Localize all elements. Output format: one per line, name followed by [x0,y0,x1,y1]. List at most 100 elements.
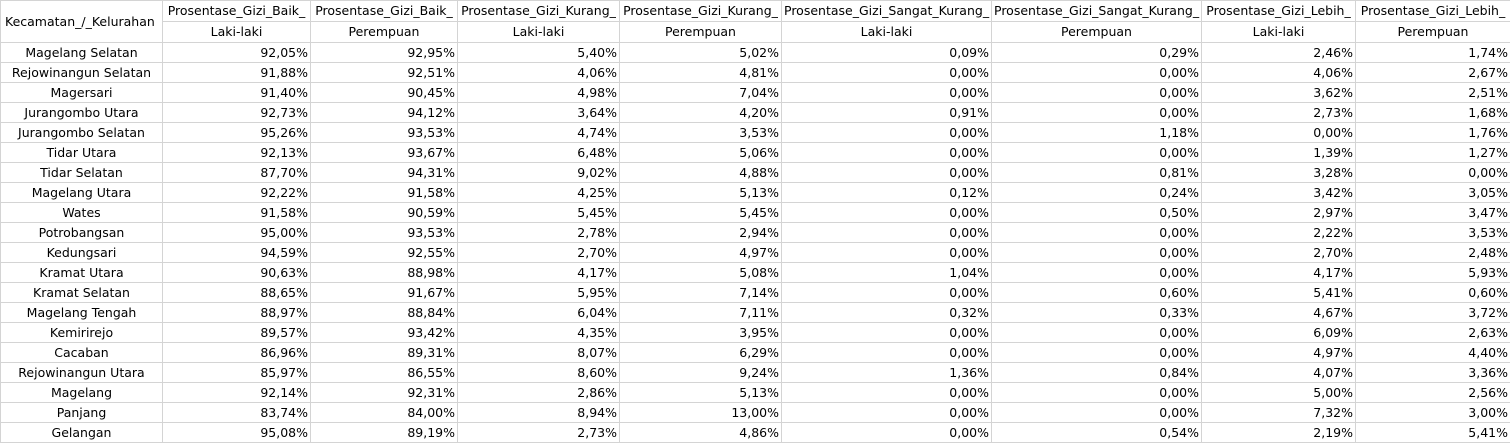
percentage-cell[interactable]: 4,74% [458,123,620,143]
percentage-cell[interactable]: 9,24% [620,363,782,383]
percentage-cell[interactable]: 7,32% [1202,403,1356,423]
percentage-cell[interactable]: 1,68% [1356,103,1510,123]
header-cell[interactable]: Prosentase_Gizi_Kurang_ [620,1,782,22]
percentage-cell[interactable]: 6,09% [1202,323,1356,343]
percentage-cell[interactable]: 3,53% [620,123,782,143]
percentage-cell[interactable]: 93,53% [311,123,458,143]
percentage-cell[interactable]: 1,36% [782,363,992,383]
percentage-cell[interactable]: 0,00% [782,383,992,403]
header-cell-sub[interactable]: Perempuan [311,22,458,43]
percentage-cell[interactable]: 4,97% [1202,343,1356,363]
percentage-cell[interactable]: 83,74% [163,403,311,423]
percentage-cell[interactable]: 91,58% [163,203,311,223]
percentage-cell[interactable]: 0,00% [992,223,1202,243]
percentage-cell[interactable]: 1,04% [782,263,992,283]
header-cell-sub[interactable]: Laki-laki [458,22,620,43]
percentage-cell[interactable]: 0,00% [782,63,992,83]
percentage-cell[interactable]: 95,26% [163,123,311,143]
percentage-cell[interactable]: 5,02% [620,43,782,63]
percentage-cell[interactable]: 9,02% [458,163,620,183]
header-cell[interactable]: Prosentase_Gizi_Lebih_ [1356,1,1510,22]
percentage-cell[interactable]: 92,31% [311,383,458,403]
percentage-cell[interactable]: 94,31% [311,163,458,183]
percentage-cell[interactable]: 0,60% [992,283,1202,303]
percentage-cell[interactable]: 89,31% [311,343,458,363]
kelurahan-cell[interactable]: Rejowinangun Utara [1,363,163,383]
percentage-cell[interactable]: 0,00% [1356,163,1510,183]
kelurahan-cell[interactable]: Cacaban [1,343,163,363]
percentage-cell[interactable]: 4,35% [458,323,620,343]
percentage-cell[interactable]: 92,95% [311,43,458,63]
percentage-cell[interactable]: 5,41% [1356,423,1510,443]
percentage-cell[interactable]: 3,95% [620,323,782,343]
percentage-cell[interactable]: 7,14% [620,283,782,303]
percentage-cell[interactable]: 5,95% [458,283,620,303]
percentage-cell[interactable]: 0,00% [992,343,1202,363]
header-cell[interactable]: Prosentase_Gizi_Baik_ [311,1,458,22]
percentage-cell[interactable]: 5,41% [1202,283,1356,303]
percentage-cell[interactable]: 2,86% [458,383,620,403]
percentage-cell[interactable]: 0,12% [782,183,992,203]
percentage-cell[interactable]: 1,18% [992,123,1202,143]
kelurahan-cell[interactable]: Kemirirejo [1,323,163,343]
percentage-cell[interactable]: 7,04% [620,83,782,103]
percentage-cell[interactable]: 1,27% [1356,143,1510,163]
percentage-cell[interactable]: 87,70% [163,163,311,183]
percentage-cell[interactable]: 92,51% [311,63,458,83]
percentage-cell[interactable]: 2,73% [458,423,620,443]
percentage-cell[interactable]: 2,67% [1356,63,1510,83]
kelurahan-cell[interactable]: Magelang Selatan [1,43,163,63]
percentage-cell[interactable]: 3,53% [1356,223,1510,243]
percentage-cell[interactable]: 2,48% [1356,243,1510,263]
kelurahan-cell[interactable]: Wates [1,203,163,223]
header-cell-sub[interactable]: Laki-laki [782,22,992,43]
percentage-cell[interactable]: 0,00% [782,83,992,103]
percentage-cell[interactable]: 0,00% [992,63,1202,83]
percentage-cell[interactable]: 2,19% [1202,423,1356,443]
percentage-cell[interactable]: 4,17% [1202,263,1356,283]
percentage-cell[interactable]: 2,78% [458,223,620,243]
percentage-cell[interactable]: 90,59% [311,203,458,223]
percentage-cell[interactable]: 89,19% [311,423,458,443]
header-cell-sub[interactable]: Laki-laki [163,22,311,43]
percentage-cell[interactable]: 6,29% [620,343,782,363]
percentage-cell[interactable]: 0,00% [782,203,992,223]
percentage-cell[interactable]: 0,00% [782,343,992,363]
percentage-cell[interactable]: 91,58% [311,183,458,203]
percentage-cell[interactable]: 5,06% [620,143,782,163]
percentage-cell[interactable]: 13,00% [620,403,782,423]
percentage-cell[interactable]: 95,00% [163,223,311,243]
percentage-cell[interactable]: 92,13% [163,143,311,163]
percentage-cell[interactable]: 94,12% [311,103,458,123]
percentage-cell[interactable]: 0,09% [782,43,992,63]
kelurahan-cell[interactable]: Jurangombo Utara [1,103,163,123]
percentage-cell[interactable]: 0,50% [992,203,1202,223]
percentage-cell[interactable]: 8,60% [458,363,620,383]
percentage-cell[interactable]: 0,00% [782,243,992,263]
percentage-cell[interactable]: 5,13% [620,183,782,203]
header-cell[interactable]: Prosentase_Gizi_Sangat_Kurang_ [782,1,992,22]
kelurahan-cell[interactable]: Rejowinangun Selatan [1,63,163,83]
percentage-cell[interactable]: 2,56% [1356,383,1510,403]
percentage-cell[interactable]: 5,40% [458,43,620,63]
percentage-cell[interactable]: 3,28% [1202,163,1356,183]
kelurahan-cell[interactable]: Magelang [1,383,163,403]
header-cell-sub[interactable]: Perempuan [992,22,1202,43]
percentage-cell[interactable]: 3,00% [1356,403,1510,423]
percentage-cell[interactable]: 2,97% [1202,203,1356,223]
percentage-cell[interactable]: 86,96% [163,343,311,363]
percentage-cell[interactable]: 2,70% [1202,243,1356,263]
percentage-cell[interactable]: 89,57% [163,323,311,343]
percentage-cell[interactable]: 0,00% [992,403,1202,423]
percentage-cell[interactable]: 5,08% [620,263,782,283]
percentage-cell[interactable]: 0,29% [992,43,1202,63]
percentage-cell[interactable]: 0,00% [992,243,1202,263]
kelurahan-cell[interactable]: Magelang Tengah [1,303,163,323]
percentage-cell[interactable]: 8,07% [458,343,620,363]
percentage-cell[interactable]: 7,11% [620,303,782,323]
percentage-cell[interactable]: 2,70% [458,243,620,263]
percentage-cell[interactable]: 5,45% [458,203,620,223]
percentage-cell[interactable]: 5,45% [620,203,782,223]
percentage-cell[interactable]: 0,00% [782,123,992,143]
percentage-cell[interactable]: 0,00% [992,323,1202,343]
